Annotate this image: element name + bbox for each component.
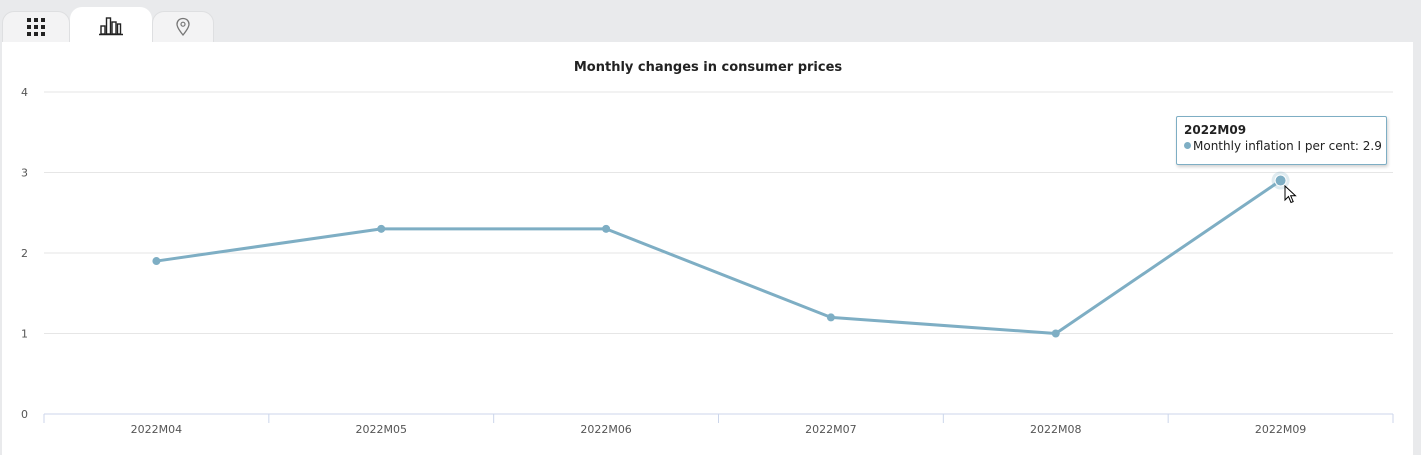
view-tab-bar [0,0,1421,42]
tooltip-title: 2022M09 [1184,123,1247,137]
grid-icon [27,18,45,36]
x-axis [43,413,1394,423]
tab-map-view[interactable] [152,11,214,42]
y-axis: 0 1 2 3 4 [21,86,28,421]
x-tick-label: 2022M05 [356,423,407,436]
y-tick-label: 1 [21,328,28,341]
data-tooltip: 2022M09 Monthly inflation I per cent: 2.… [1176,116,1387,165]
mouse-cursor-icon [1284,185,1297,204]
y-tick-label: 3 [21,167,28,180]
tooltip-row: Monthly inflation I per cent: 2.9 [1184,138,1382,154]
gridlines [44,91,1393,334]
data-point[interactable] [602,224,611,233]
y-tick-label: 4 [21,86,28,99]
y-tick-label: 2 [21,247,28,260]
tab-table-view[interactable] [2,11,70,42]
tooltip-value: Monthly inflation I per cent: 2.9 [1193,139,1382,153]
chart-title: Monthly changes in consumer prices [574,60,843,75]
x-tick-label: 2022M08 [1030,423,1081,436]
map-pin-icon [176,17,190,36]
data-point[interactable] [826,313,835,322]
series-monthly-inflation[interactable] [152,171,1290,338]
bar-chart-icon [99,17,123,36]
x-tick-label: 2022M06 [580,423,631,436]
data-point[interactable] [152,257,161,266]
y-tick-label: 0 [21,408,28,421]
data-point-active[interactable] [1274,174,1287,187]
tab-chart-view[interactable] [70,7,152,42]
data-point[interactable] [377,224,386,233]
series-line[interactable] [154,179,1283,335]
data-point[interactable] [1051,329,1060,338]
x-tick-label: 2022M09 [1255,423,1306,436]
x-tick-label: 2022M07 [805,423,856,436]
x-tick-label: 2022M04 [131,423,182,436]
series-marker-icon [1184,142,1191,149]
x-axis-labels: 2022M04 2022M05 2022M06 2022M07 2022M08 2022M… [131,423,1307,436]
